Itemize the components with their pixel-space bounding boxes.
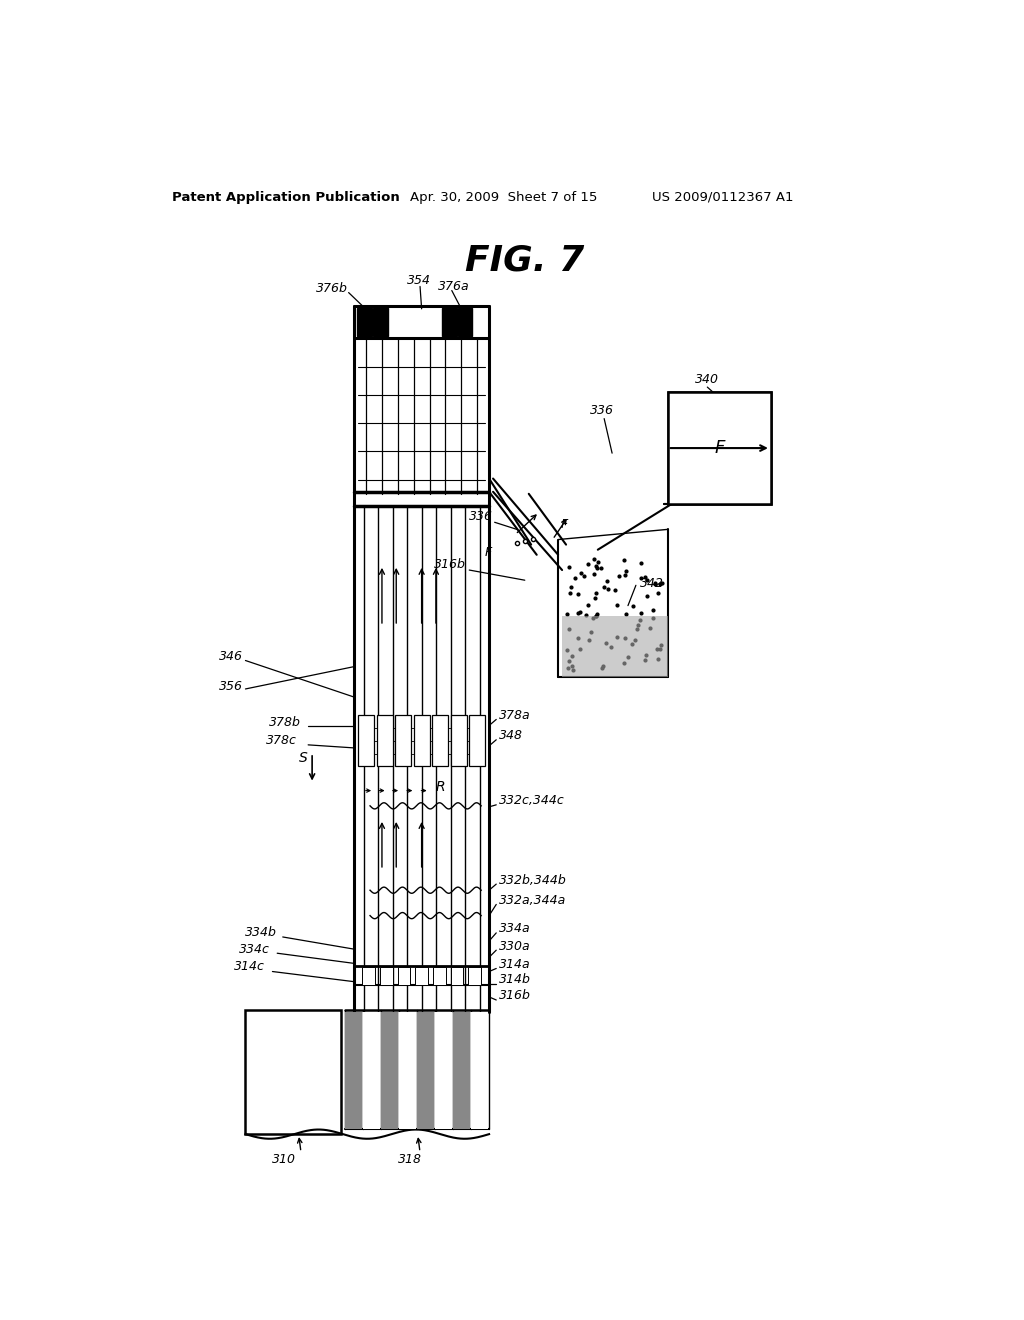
- Text: 310: 310: [272, 1154, 296, 1166]
- Bar: [471, 1012, 488, 1129]
- Text: 330a: 330a: [499, 940, 530, 953]
- Text: 378b: 378b: [269, 715, 301, 729]
- Bar: [345, 1012, 361, 1129]
- Text: FIG. 7: FIG. 7: [465, 243, 585, 277]
- Text: 334c: 334c: [240, 942, 270, 956]
- Bar: [435, 1012, 453, 1129]
- Bar: [668, 392, 771, 504]
- Bar: [453, 1012, 470, 1129]
- Bar: [432, 715, 449, 766]
- Text: 354: 354: [408, 273, 431, 286]
- Bar: [458, 308, 472, 337]
- Text: 334a: 334a: [499, 923, 530, 936]
- Bar: [668, 392, 771, 504]
- Bar: [468, 968, 481, 985]
- Text: 346: 346: [219, 649, 244, 663]
- Bar: [417, 1012, 434, 1129]
- Bar: [377, 715, 392, 766]
- Text: 316b: 316b: [433, 558, 466, 572]
- Bar: [562, 615, 668, 677]
- Text: S: S: [299, 751, 307, 766]
- Text: 342: 342: [640, 577, 664, 590]
- Bar: [395, 715, 411, 766]
- Text: 376a: 376a: [437, 280, 469, 293]
- Text: R: R: [436, 780, 445, 793]
- Bar: [357, 308, 372, 337]
- Bar: [362, 1012, 380, 1129]
- Text: Patent Application Publication: Patent Application Publication: [172, 190, 399, 203]
- Text: 340: 340: [695, 374, 720, 387]
- Text: F: F: [560, 517, 567, 531]
- Text: 356: 356: [219, 680, 244, 693]
- Text: 332a,344a: 332a,344a: [499, 894, 566, 907]
- Text: 378c: 378c: [266, 734, 297, 747]
- Text: 314b: 314b: [499, 973, 530, 986]
- Text: 378a: 378a: [499, 709, 530, 722]
- Bar: [246, 1010, 341, 1134]
- Text: US 2009/0112367 A1: US 2009/0112367 A1: [652, 190, 794, 203]
- Bar: [358, 715, 374, 766]
- Bar: [381, 1012, 398, 1129]
- Bar: [433, 968, 445, 985]
- Text: F: F: [485, 546, 493, 560]
- Text: 314c: 314c: [234, 960, 265, 973]
- Text: 348: 348: [499, 729, 522, 742]
- Bar: [451, 968, 464, 985]
- Text: 314a: 314a: [499, 958, 530, 972]
- Bar: [416, 968, 428, 985]
- Text: 332c,344c: 332c,344c: [499, 795, 564, 808]
- Text: Apr. 30, 2009  Sheet 7 of 15: Apr. 30, 2009 Sheet 7 of 15: [410, 190, 597, 203]
- Bar: [380, 968, 392, 985]
- Text: 316b: 316b: [499, 990, 530, 1002]
- Text: 318: 318: [397, 1154, 422, 1166]
- Text: 336: 336: [590, 404, 613, 417]
- Bar: [451, 715, 467, 766]
- Text: 334b: 334b: [246, 927, 278, 940]
- Bar: [398, 1012, 416, 1129]
- Bar: [469, 715, 485, 766]
- Text: 376b: 376b: [316, 282, 348, 294]
- Bar: [397, 968, 411, 985]
- Bar: [414, 715, 430, 766]
- Bar: [373, 308, 387, 337]
- Text: 336: 336: [469, 510, 494, 523]
- Text: F: F: [714, 440, 724, 457]
- Bar: [442, 308, 457, 337]
- Bar: [362, 968, 375, 985]
- Text: 332b,344b: 332b,344b: [499, 874, 566, 887]
